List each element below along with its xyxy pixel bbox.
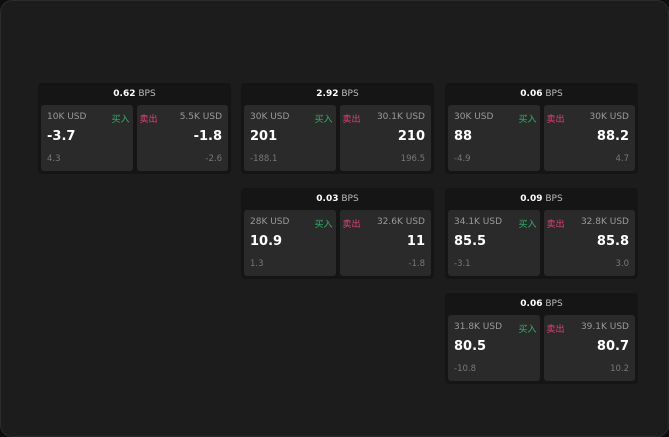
ask-panel[interactable]: 30K USD 卖出 88.2 4.7 <box>543 105 635 171</box>
bid-size: 28K USD <box>250 217 290 227</box>
buy-label: 买入 <box>111 115 130 125</box>
quote-card: 0.09 BPS 34.1K USD 买入 85.5 -3.1 32.8K US… <box>445 188 638 279</box>
ask-panel[interactable]: 39.1K USD 卖出 80.7 10.2 <box>543 315 635 381</box>
bid-change: -4.9 <box>454 154 471 164</box>
spread-value: 0.06 <box>520 299 543 309</box>
bid-price: 10.9 <box>250 234 283 249</box>
quote-card: 0.62 BPS 10K USD 买入 -3.7 4.3 5.5K USD 卖出… <box>38 83 231 174</box>
bid-change: -3.1 <box>454 259 471 269</box>
ask-change: 3.0 <box>615 259 629 269</box>
bid-price: 85.5 <box>454 234 487 249</box>
spread-header: 2.92 BPS <box>241 83 434 105</box>
quote-card: 2.92 BPS 30K USD 买入 201 -188.1 30.1K USD… <box>241 83 434 174</box>
ask-size: 32.6K USD <box>376 217 425 227</box>
ask-price: 11 <box>406 234 425 249</box>
bid-size: 30K USD <box>454 112 494 122</box>
bid-panel[interactable]: 28K USD 买入 10.9 1.3 <box>244 210 336 276</box>
bid-panel[interactable]: 10K USD 买入 -3.7 4.3 <box>41 105 133 171</box>
ask-price: 80.7 <box>596 339 629 354</box>
ask-price: 210 <box>397 129 425 144</box>
spread-unit: BPS <box>545 194 563 204</box>
bid-size: 31.8K USD <box>454 322 503 332</box>
ask-size: 39.1K USD <box>580 322 629 332</box>
buy-label: 买入 <box>314 115 333 125</box>
buy-label: 买入 <box>518 325 537 335</box>
bid-panel[interactable]: 30K USD 买入 88 -4.9 <box>448 105 540 171</box>
bid-change: -188.1 <box>250 154 278 164</box>
bid-size: 30K USD <box>250 112 290 122</box>
spread-header: 0.06 BPS <box>445 83 638 105</box>
sell-label: 卖出 <box>342 220 361 230</box>
bid-price: 80.5 <box>454 339 487 354</box>
bid-price: -3.7 <box>47 129 76 144</box>
ask-change: 4.7 <box>615 154 629 164</box>
bid-size: 10K USD <box>47 112 87 122</box>
ask-change: 196.5 <box>400 154 425 164</box>
ask-size: 5.5K USD <box>179 112 222 122</box>
ask-size: 32.8K USD <box>580 217 629 227</box>
bid-change: -10.8 <box>454 364 476 374</box>
ask-size: 30.1K USD <box>376 112 425 122</box>
spread-header: 0.09 BPS <box>445 188 638 210</box>
spread-unit: BPS <box>545 299 563 309</box>
sell-label: 卖出 <box>342 115 361 125</box>
spread-unit: BPS <box>341 89 359 99</box>
ask-change: -2.6 <box>205 154 222 164</box>
ask-panel[interactable]: 32.8K USD 卖出 85.8 3.0 <box>543 210 635 276</box>
bid-panel[interactable]: 31.8K USD 买入 80.5 -10.8 <box>448 315 540 381</box>
spread-value: 2.92 <box>316 89 339 99</box>
ask-price: -1.8 <box>193 129 222 144</box>
spread-value: 0.09 <box>520 194 543 204</box>
bid-price: 201 <box>250 129 278 144</box>
ask-price: 85.8 <box>596 234 629 249</box>
spread-value: 0.62 <box>113 89 136 99</box>
bid-change: 1.3 <box>250 259 264 269</box>
spread-value: 0.03 <box>316 194 339 204</box>
spread-value: 0.06 <box>520 89 543 99</box>
bid-size: 34.1K USD <box>454 217 503 227</box>
buy-label: 买入 <box>518 220 537 230</box>
buy-label: 买入 <box>518 115 537 125</box>
quote-card: 0.06 BPS 30K USD 买入 88 -4.9 30K USD 卖出 8… <box>445 83 638 174</box>
bid-change: 4.3 <box>47 154 61 164</box>
quote-card: 0.06 BPS 31.8K USD 买入 80.5 -10.8 39.1K U… <box>445 293 638 384</box>
ask-change: 10.2 <box>610 364 629 374</box>
ask-change: -1.8 <box>408 259 425 269</box>
sell-label: 卖出 <box>546 325 565 335</box>
ask-panel[interactable]: 5.5K USD 卖出 -1.8 -2.6 <box>136 105 228 171</box>
bid-panel[interactable]: 30K USD 买入 201 -188.1 <box>244 105 336 171</box>
spread-header: 0.62 BPS <box>38 83 231 105</box>
buy-label: 买入 <box>314 220 333 230</box>
ask-panel[interactable]: 30.1K USD 卖出 210 196.5 <box>339 105 431 171</box>
ask-size: 30K USD <box>589 112 629 122</box>
sell-label: 卖出 <box>139 115 158 125</box>
bid-price: 88 <box>454 129 473 144</box>
ask-price: 88.2 <box>596 129 629 144</box>
ask-panel[interactable]: 32.6K USD 卖出 11 -1.8 <box>339 210 431 276</box>
bid-panel[interactable]: 34.1K USD 买入 85.5 -3.1 <box>448 210 540 276</box>
spread-header: 0.03 BPS <box>241 188 434 210</box>
sell-label: 卖出 <box>546 115 565 125</box>
spread-unit: BPS <box>138 89 156 99</box>
quote-card: 0.03 BPS 28K USD 买入 10.9 1.3 32.6K USD 卖… <box>241 188 434 279</box>
spread-unit: BPS <box>545 89 563 99</box>
sell-label: 卖出 <box>546 220 565 230</box>
spread-header: 0.06 BPS <box>445 293 638 315</box>
spread-unit: BPS <box>341 194 359 204</box>
